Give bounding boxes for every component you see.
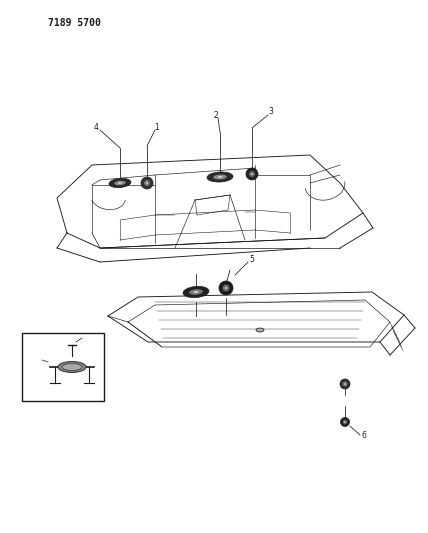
Ellipse shape	[118, 182, 122, 184]
Circle shape	[341, 417, 350, 426]
Circle shape	[146, 182, 148, 184]
Text: 7: 7	[37, 355, 42, 361]
Circle shape	[342, 381, 348, 387]
Circle shape	[219, 281, 233, 295]
Ellipse shape	[217, 176, 223, 178]
Circle shape	[246, 168, 258, 180]
Circle shape	[141, 177, 153, 189]
Circle shape	[249, 171, 255, 177]
Ellipse shape	[189, 289, 203, 295]
Text: 1: 1	[155, 123, 159, 132]
Ellipse shape	[183, 286, 209, 297]
Ellipse shape	[109, 179, 131, 188]
Circle shape	[344, 383, 346, 385]
Text: 4: 4	[94, 123, 98, 132]
Circle shape	[144, 180, 150, 187]
Ellipse shape	[213, 174, 227, 180]
Ellipse shape	[58, 361, 86, 373]
Ellipse shape	[207, 172, 233, 182]
Text: 3: 3	[268, 108, 273, 117]
Ellipse shape	[256, 328, 264, 332]
Circle shape	[225, 287, 227, 289]
Circle shape	[340, 379, 350, 389]
Text: 7189 5700: 7189 5700	[48, 18, 101, 28]
Circle shape	[344, 421, 346, 423]
Ellipse shape	[193, 291, 199, 293]
Circle shape	[222, 284, 230, 292]
Ellipse shape	[62, 364, 82, 370]
Text: 8: 8	[84, 334, 89, 340]
Text: 6: 6	[362, 432, 367, 440]
Circle shape	[342, 419, 348, 424]
Text: 5: 5	[250, 254, 254, 263]
Circle shape	[251, 173, 253, 175]
Ellipse shape	[114, 181, 126, 185]
Bar	[22, 333, 104, 401]
Text: 2: 2	[214, 110, 218, 119]
